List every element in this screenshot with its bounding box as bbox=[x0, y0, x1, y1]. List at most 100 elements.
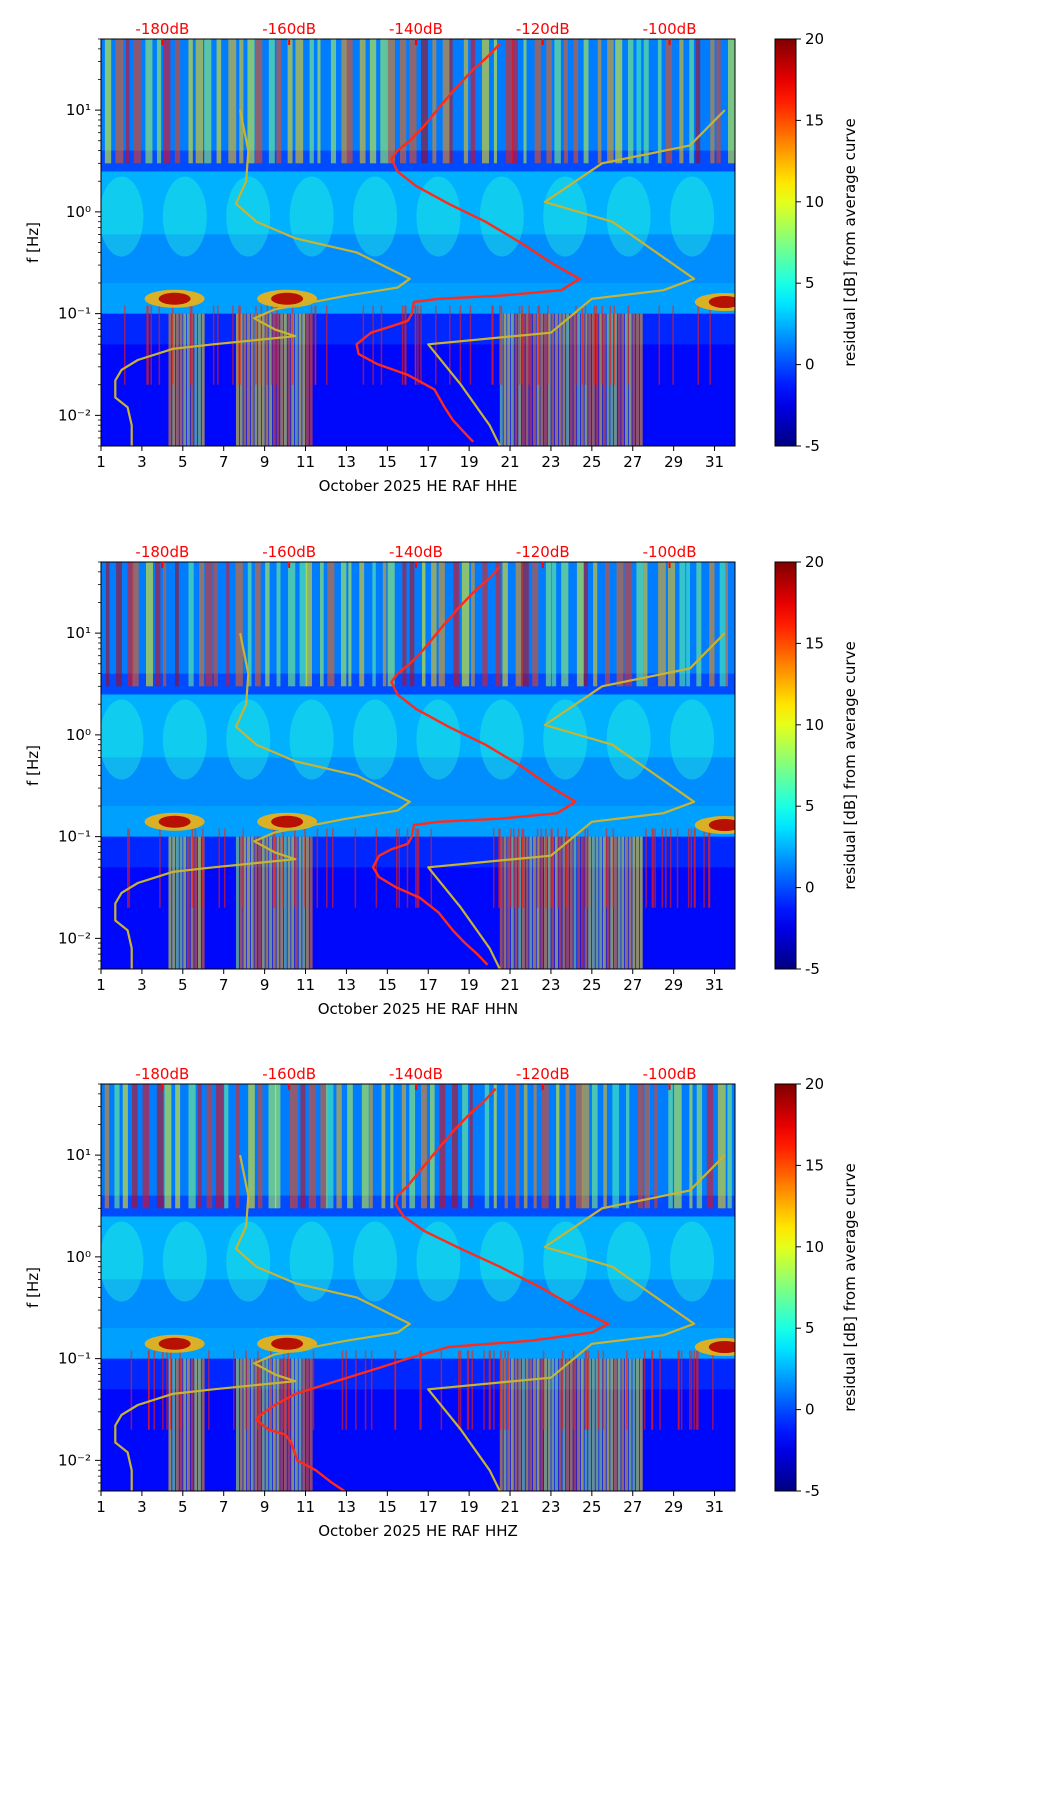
spike bbox=[362, 305, 365, 385]
x-tick-label: 7 bbox=[219, 1498, 229, 1516]
y-axis-label: f [Hz] bbox=[24, 745, 42, 786]
spike bbox=[651, 1350, 653, 1430]
hf-stripe bbox=[381, 1084, 386, 1209]
colorbar-tick-label: -5 bbox=[805, 437, 820, 455]
spike bbox=[419, 1350, 421, 1430]
spike bbox=[148, 1350, 150, 1430]
lf-stripe bbox=[507, 313, 511, 446]
hf-stripe bbox=[295, 39, 304, 164]
spike bbox=[459, 305, 462, 385]
lf-stripe bbox=[183, 836, 187, 969]
hf-stripe bbox=[116, 562, 123, 687]
lf-stripe bbox=[599, 313, 603, 446]
colorbar-tick-label: 5 bbox=[805, 274, 815, 292]
hf-stripe bbox=[174, 39, 181, 164]
spike bbox=[687, 828, 690, 908]
lf-stripe bbox=[628, 313, 632, 446]
lf-stripe bbox=[591, 836, 595, 969]
hf-stripe bbox=[643, 39, 649, 164]
spectrogram-image bbox=[101, 562, 735, 969]
x-axis-label: October 2025 HE RAF HHN bbox=[318, 1000, 519, 1018]
spike bbox=[467, 1350, 470, 1430]
hf-stripe bbox=[727, 1084, 732, 1209]
glow bbox=[353, 1221, 398, 1302]
lf-stripe bbox=[175, 836, 179, 969]
hf-stripe bbox=[228, 39, 237, 164]
spike bbox=[375, 828, 378, 908]
spike bbox=[510, 828, 512, 908]
spike bbox=[521, 828, 524, 908]
hf-stripe bbox=[258, 1084, 263, 1209]
x-tick-label: 7 bbox=[219, 976, 229, 994]
spike bbox=[294, 828, 296, 908]
glow bbox=[479, 699, 524, 780]
x-tick-label: 21 bbox=[500, 453, 519, 471]
hf-stripe bbox=[132, 562, 139, 687]
spike bbox=[697, 1350, 699, 1430]
hf-stripe bbox=[515, 1084, 520, 1209]
spike bbox=[276, 305, 278, 385]
lf-stripe bbox=[287, 1358, 291, 1491]
hf-stripe bbox=[226, 562, 230, 687]
lf-stripe bbox=[525, 836, 529, 969]
hf-stripe bbox=[132, 1084, 138, 1209]
hf-stripe bbox=[317, 39, 321, 164]
lf-stripe bbox=[294, 836, 298, 969]
hf-stripe bbox=[515, 562, 523, 687]
hf-stripe bbox=[637, 1084, 644, 1209]
spike bbox=[659, 1350, 661, 1430]
lf-stripe bbox=[632, 313, 636, 446]
spike bbox=[483, 1350, 485, 1430]
hf-stripe bbox=[556, 1084, 560, 1209]
lf-stripe bbox=[588, 313, 592, 446]
hf-stripe bbox=[591, 1084, 598, 1209]
lf-stripe bbox=[621, 313, 625, 446]
hf-stripe bbox=[156, 39, 162, 164]
x-tick-label: 23 bbox=[541, 976, 560, 994]
spike bbox=[547, 305, 549, 385]
lf-stripe bbox=[529, 313, 533, 446]
lf-stripe bbox=[569, 313, 573, 446]
glow bbox=[479, 1221, 524, 1302]
hf-stripe bbox=[432, 39, 437, 164]
spike bbox=[242, 828, 244, 908]
spectrogram-image bbox=[101, 39, 735, 446]
hf-stripe bbox=[430, 1084, 435, 1209]
lf-stripe bbox=[562, 313, 566, 446]
hf-stripe bbox=[215, 1084, 224, 1209]
hf-stripe bbox=[686, 562, 690, 687]
lf-stripe bbox=[573, 836, 577, 969]
hf-stripe bbox=[330, 39, 336, 164]
hf-stripe bbox=[288, 562, 296, 687]
microseism-core bbox=[708, 819, 735, 832]
hf-stripe bbox=[188, 39, 193, 164]
spike bbox=[665, 828, 667, 908]
y-axis-label: f [Hz] bbox=[24, 222, 42, 263]
lf-stripe bbox=[562, 1358, 566, 1491]
hf-stripe bbox=[554, 39, 561, 164]
hf-stripe bbox=[188, 1084, 196, 1209]
lf-stripe bbox=[265, 1358, 269, 1491]
top-tick-label: -120dB bbox=[516, 20, 570, 38]
lf-stripe bbox=[624, 836, 628, 969]
spike bbox=[325, 305, 328, 385]
y-axis-label: f [Hz] bbox=[24, 1267, 42, 1308]
spike bbox=[169, 1350, 172, 1430]
glow bbox=[353, 176, 398, 257]
hf-stripe bbox=[484, 1084, 490, 1209]
lf-stripe bbox=[287, 313, 291, 446]
lf-stripe bbox=[532, 313, 536, 446]
hf-stripe bbox=[470, 39, 476, 164]
lf-stripe bbox=[639, 1358, 643, 1491]
hf-stripe bbox=[482, 562, 488, 687]
lf-stripe bbox=[276, 313, 280, 446]
hf-stripe bbox=[255, 39, 263, 164]
energy-band bbox=[101, 1327, 735, 1359]
lf-stripe bbox=[514, 1358, 518, 1491]
hf-stripe bbox=[247, 562, 252, 687]
lf-stripe bbox=[235, 1358, 239, 1491]
lf-stripe bbox=[514, 836, 518, 969]
spike bbox=[189, 305, 192, 385]
glow bbox=[479, 176, 524, 257]
lf-stripe bbox=[197, 1358, 201, 1491]
